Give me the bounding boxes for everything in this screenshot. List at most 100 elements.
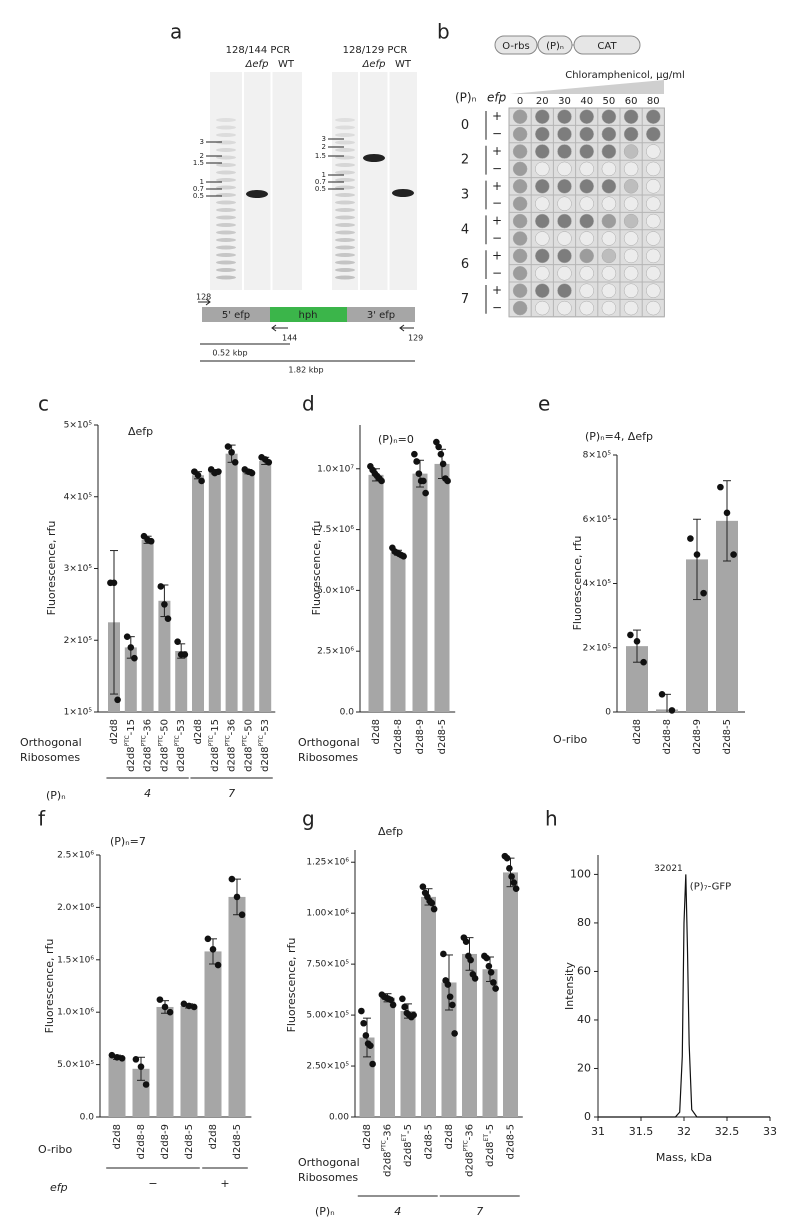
y-tick-label: 5.0×10⁵ <box>57 1060 94 1070</box>
label-part: PTC <box>157 735 164 746</box>
x-tick-label: 33 <box>763 1125 777 1138</box>
x-tick-label: d2d8PTC-36 <box>463 1124 476 1177</box>
y-tick-label: 0.0 <box>340 708 355 718</box>
data-point <box>224 443 232 450</box>
peak-name: (P)₇-GFP <box>690 881 731 892</box>
group-title: (P)ₙ <box>46 789 66 802</box>
bar <box>228 896 246 1117</box>
data-point <box>399 995 406 1003</box>
x-axis-label: O-ribo <box>38 1143 72 1156</box>
ladder-band <box>335 170 355 175</box>
growth-spot <box>601 283 617 298</box>
gel <box>210 72 302 290</box>
y-tick-label: 0.00 <box>329 1113 349 1123</box>
label-part: d2d8 <box>210 746 221 771</box>
label-part: d2d8-5 <box>424 1124 435 1159</box>
ladder-band <box>335 118 355 122</box>
bar <box>400 1011 416 1117</box>
group-title: efp <box>50 1181 68 1194</box>
span-label: 0.52 kbp <box>212 349 247 358</box>
ladder-band <box>216 163 236 167</box>
x-tick-label: d2d8 <box>112 1124 123 1149</box>
data-point <box>265 459 273 466</box>
x-tick-label: d2d8-5 <box>506 1124 517 1159</box>
x-tick-label: d2d8PTC-53 <box>174 719 187 772</box>
ladder-band <box>335 223 355 227</box>
group-label: 4 <box>144 787 151 800</box>
y-tick-label: 2.50×10⁵ <box>306 1062 349 1072</box>
ladder-band <box>216 200 236 205</box>
y-tick-label: 7.5×10⁶ <box>317 525 354 535</box>
row-group-label: 0 <box>461 118 469 133</box>
x-tick-label: d2d8-5 <box>722 719 733 754</box>
ladder-band <box>216 223 236 227</box>
label-part: d2d8-5 <box>506 1124 517 1159</box>
data-point <box>693 551 701 558</box>
x-tick-label: d2d8 <box>632 719 643 744</box>
x-tick-label: d2d8ET-5 <box>401 1124 414 1167</box>
label-part: -36 <box>143 719 154 735</box>
data-point <box>401 1003 408 1011</box>
x-tick-label: 32.5 <box>715 1125 740 1138</box>
spectrum-line <box>598 874 770 1118</box>
label-part: d2d8 <box>403 1141 414 1166</box>
ladder-band <box>335 140 355 145</box>
data-point <box>157 583 165 590</box>
panel-letter: b <box>437 20 450 44</box>
data-point <box>228 448 235 456</box>
growth-spot <box>646 266 661 281</box>
growth-spot <box>535 144 550 159</box>
bar <box>124 647 137 712</box>
label-part: -5 <box>485 1124 496 1134</box>
data-point <box>413 458 420 465</box>
growth-spot <box>512 109 528 124</box>
y-tick-label: 6×10⁵ <box>583 515 612 525</box>
growth-spot <box>646 300 661 316</box>
label-part: d2d8 <box>176 746 187 771</box>
gel-title: 128/129 PCR <box>343 45 408 56</box>
chart-title: (P)ₙ=7 <box>110 835 146 848</box>
data-point <box>164 615 172 623</box>
bar <box>482 969 498 1117</box>
growth-spot <box>646 213 661 229</box>
label-part: d2d8 <box>112 1124 123 1149</box>
construct-label: CAT <box>597 41 617 52</box>
ladder-band <box>335 193 355 197</box>
y-tick-label: 20 <box>577 1061 591 1074</box>
data-point <box>492 985 499 992</box>
bar <box>716 520 738 712</box>
growth-spot <box>557 283 572 298</box>
label-part: d2d8 <box>465 1151 476 1176</box>
label-part: -50 <box>159 719 170 735</box>
ladder-band <box>216 275 236 280</box>
data-point <box>123 633 131 640</box>
group-label: + <box>220 1177 229 1190</box>
growth-spot <box>623 231 639 246</box>
x-tick-label: d2d8PTC-36 <box>225 719 238 772</box>
peak-label: 32021 <box>654 864 683 874</box>
data-point <box>118 1055 126 1062</box>
data-point <box>156 996 164 1003</box>
label-part: d2d8-5 <box>437 719 448 754</box>
growth-spot <box>557 144 572 159</box>
data-point <box>110 579 118 587</box>
label-part: PTC <box>208 735 215 746</box>
x-tick-label: d2d8 <box>371 719 382 744</box>
growth-spot <box>623 248 639 264</box>
growth-spot <box>579 109 594 124</box>
construct-label: (P)ₙ <box>546 41 564 52</box>
y-tick-label: 100 <box>570 867 591 880</box>
ladder-band <box>335 208 355 212</box>
data-point <box>627 631 634 639</box>
growth-spot <box>535 213 550 229</box>
y-tick-label: 0 <box>584 1110 591 1123</box>
x-tick-label: d2d8-5 <box>437 719 448 754</box>
label-part: d2d8-5 <box>232 1124 243 1159</box>
data-point <box>658 691 666 698</box>
group-label: 7 <box>228 787 235 800</box>
label-part: d2d8 <box>485 1141 496 1166</box>
x-tick-label: d2d8-9 <box>415 719 426 754</box>
y-tick-label: 2×10⁵ <box>64 636 93 646</box>
panel-letter: c <box>38 392 49 416</box>
ladder-band <box>335 230 355 235</box>
